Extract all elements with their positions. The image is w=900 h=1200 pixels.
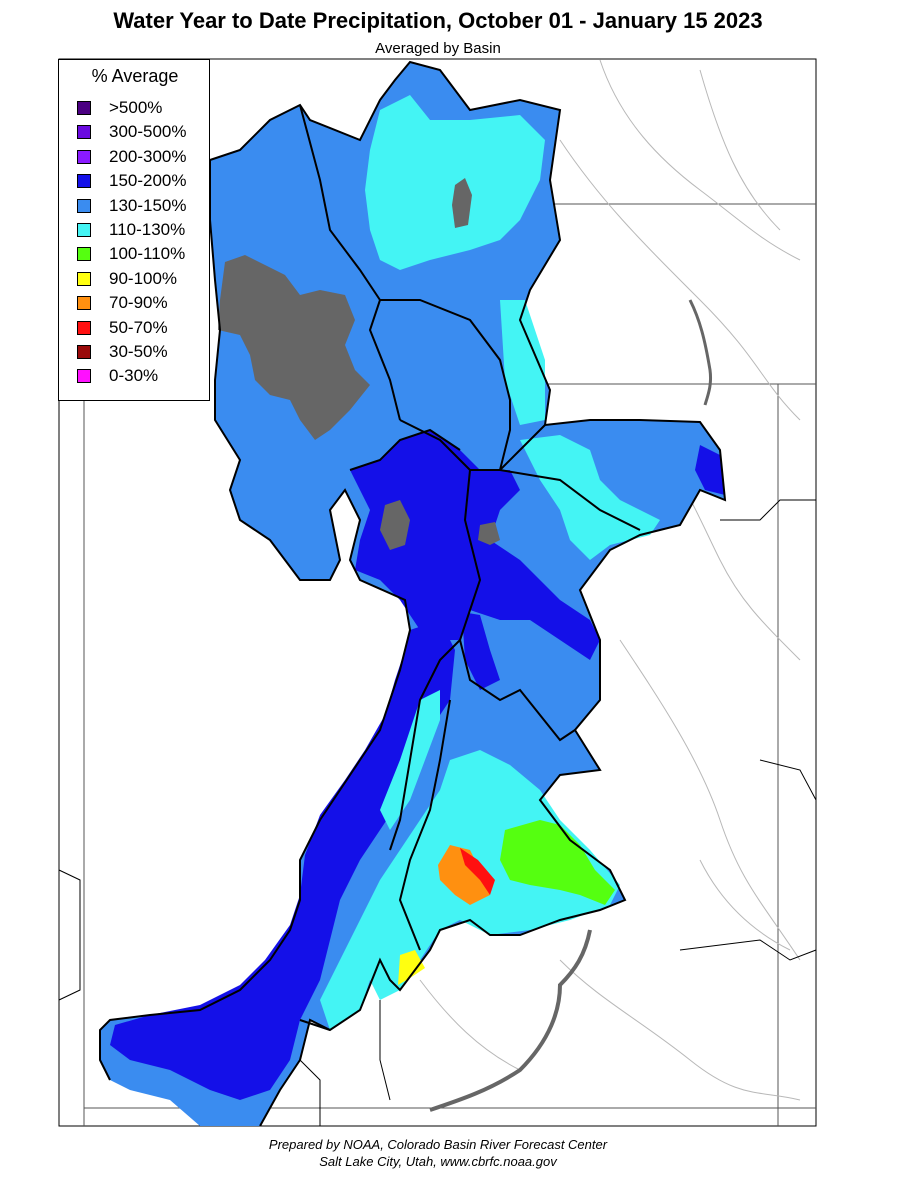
legend-label: 110-130% bbox=[109, 220, 186, 239]
legend-item: 110-130% bbox=[77, 219, 185, 241]
legend-label: 130-150% bbox=[109, 195, 187, 215]
legend-item: 150-200% bbox=[77, 170, 187, 192]
strawberry-reservoir bbox=[478, 522, 500, 545]
basin-110-130-east bbox=[520, 435, 660, 560]
legend-label: 100-110% bbox=[109, 244, 186, 264]
credit-line-1: Prepared by NOAA, Colorado Basin River F… bbox=[268, 1137, 608, 1152]
legend-label: 30-50% bbox=[109, 342, 168, 361]
legend-item: 130-150% bbox=[77, 195, 187, 217]
legend-item: 0-30% bbox=[77, 365, 158, 387]
legend-item: 30-50% bbox=[77, 341, 168, 363]
map-subtitle: Averaged by Basin bbox=[375, 40, 501, 57]
credit-line-2: Salt Lake City, Utah, www.cbrfc.noaa.gov bbox=[319, 1154, 557, 1169]
basin-150-200-central bbox=[350, 430, 600, 660]
basin-150-200-wedge bbox=[462, 612, 500, 690]
legend-label: >500% bbox=[109, 98, 163, 117]
outer-lines bbox=[58, 499, 817, 1126]
rivers bbox=[419, 59, 801, 1101]
legend-swatch bbox=[77, 271, 91, 286]
legend-swatch bbox=[77, 345, 91, 359]
reservoir-north bbox=[688, 299, 712, 406]
legend-label: 200-300% bbox=[109, 146, 187, 166]
legend-item: 200-300% bbox=[77, 146, 187, 168]
legend-swatch bbox=[77, 369, 91, 384]
map-frame bbox=[58, 58, 817, 1127]
legend-swatch bbox=[77, 174, 91, 189]
legend-title: % Average bbox=[91, 66, 179, 86]
basin-70-90 bbox=[438, 845, 490, 905]
utah-lake bbox=[380, 500, 410, 550]
legend-swatch bbox=[77, 101, 91, 115]
bear-lake bbox=[452, 178, 472, 228]
legend-item: 300-500% bbox=[77, 121, 187, 143]
basin-50-70 bbox=[460, 848, 495, 895]
legend-swatch bbox=[77, 223, 91, 237]
basin-90-100 bbox=[398, 950, 425, 985]
legend-item: 70-90% bbox=[77, 292, 168, 314]
legend-item: 90-100% bbox=[77, 268, 177, 290]
legend-label: 150-200% bbox=[109, 171, 187, 191]
legend: % Average >500% 300-500% 200-300% 150-200% 1… bbox=[58, 59, 210, 401]
legend-swatch bbox=[77, 320, 91, 335]
great-salt-lake bbox=[218, 255, 370, 440]
legend-swatch bbox=[77, 247, 91, 262]
legend-item: 100-110% bbox=[77, 243, 185, 265]
legend-swatch bbox=[77, 125, 91, 140]
legend-swatch bbox=[77, 296, 91, 311]
reservoir bbox=[429, 929, 592, 1112]
legend-label: 50-70% bbox=[109, 317, 168, 337]
legend-swatch bbox=[77, 149, 91, 164]
basin-100-110 bbox=[500, 820, 615, 905]
legend-label: 70-90% bbox=[109, 293, 168, 313]
legend-item: >500% bbox=[77, 97, 162, 119]
basin-150-200-south bbox=[110, 620, 455, 1100]
legend-swatch bbox=[77, 198, 91, 213]
basin-outlines bbox=[99, 60, 727, 1127]
legend-label: 90-100% bbox=[109, 268, 178, 288]
map-title: Water Year to Date Precipitation, Octobe… bbox=[113, 8, 763, 33]
basin-110-130-north bbox=[365, 95, 545, 270]
basin-150-200-east bbox=[695, 445, 725, 495]
legend-item: 50-70% bbox=[77, 317, 168, 339]
legend-label: 300-500% bbox=[109, 122, 187, 142]
basin-110-130-east-strip bbox=[500, 300, 545, 425]
legend-label: 0-30% bbox=[109, 366, 159, 386]
